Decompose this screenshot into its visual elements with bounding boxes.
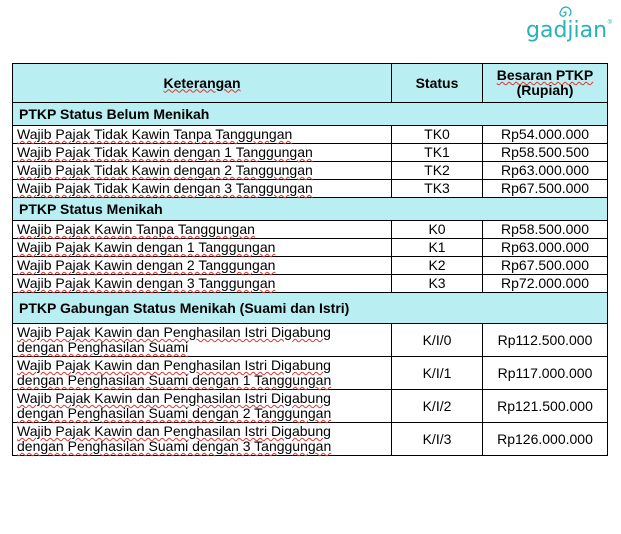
row-status: K0 bbox=[391, 220, 483, 239]
row-description-line1: Wajib Pajak Kawin dan Penghasilan Istri … bbox=[17, 357, 331, 373]
header-besaran-line2: (Rupiah) bbox=[516, 82, 574, 98]
table-row: Wajib Pajak Kawin Tanpa Tanggungan K0 Rp… bbox=[12, 220, 608, 239]
row-description-line2: dengan Penghasilan Suami dengan 2 Tanggu… bbox=[17, 405, 332, 421]
header-row: Keterangan Status Besaran PTKP (Rupiah) bbox=[12, 63, 608, 103]
section-title: PTKP Status Menikah bbox=[12, 197, 608, 221]
table-row: Wajib Pajak Kawin dan Penghasilan Istri … bbox=[12, 389, 608, 423]
row-status: TK1 bbox=[391, 143, 483, 162]
logo-text: gadjian bbox=[526, 18, 608, 43]
section-title: PTKP Gabungan Status Menikah (Suami dan … bbox=[12, 292, 608, 324]
row-amount: Rp67.500.000 bbox=[482, 179, 608, 198]
table-row: Wajib Pajak Kawin dengan 1 Tanggungan K1… bbox=[12, 238, 608, 257]
row-status: TK0 bbox=[391, 125, 483, 144]
row-description-line2: dengan Penghasilan Suami dengan 1 Tanggu… bbox=[17, 372, 332, 388]
section-title: PTKP Status Belum Menikah bbox=[12, 102, 608, 126]
row-amount: Rp117.000.000 bbox=[482, 356, 608, 390]
row-description: Wajib Pajak Kawin dengan 3 Tanggungan bbox=[12, 274, 392, 293]
header-keterangan: Keterangan bbox=[12, 63, 392, 103]
table-row: Wajib Pajak Tidak Kawin Tanpa Tanggungan… bbox=[12, 125, 608, 144]
row-status: K3 bbox=[391, 274, 483, 293]
row-status: K1 bbox=[391, 238, 483, 257]
row-status: TK2 bbox=[391, 161, 483, 180]
row-description-line2: dengan Penghasilan Suami bbox=[17, 339, 189, 355]
row-description: Wajib Pajak Kawin dengan 2 Tanggungan bbox=[12, 256, 392, 275]
row-description: Wajib Pajak Kawin dengan 1 Tanggungan bbox=[12, 238, 392, 257]
table-row: Wajib Pajak Kawin dengan 2 Tanggungan K2… bbox=[12, 256, 608, 275]
row-amount: Rp58.500.000 bbox=[482, 220, 608, 239]
row-description: Wajib Pajak Kawin dan Penghasilan Istri … bbox=[12, 389, 392, 423]
section-row: PTKP Status Belum Menikah bbox=[12, 102, 608, 126]
row-description: Wajib Pajak Tidak Kawin Tanpa Tanggungan bbox=[12, 125, 392, 144]
row-description: Wajib Pajak Tidak Kawin dengan 1 Tanggun… bbox=[12, 143, 392, 162]
row-description: Wajib Pajak Kawin dan Penghasilan Istri … bbox=[12, 356, 392, 390]
row-description: Wajib Pajak Tidak Kawin dengan 3 Tanggun… bbox=[12, 179, 392, 198]
row-amount: Rp54.000.000 bbox=[482, 125, 608, 144]
row-description: Wajib Pajak Kawin Tanpa Tanggungan bbox=[12, 220, 392, 239]
row-description-line1: Wajib Pajak Kawin dan Penghasilan Istri … bbox=[17, 324, 331, 340]
registered-mark: ® bbox=[607, 20, 612, 26]
section-row: PTKP Gabungan Status Menikah (Suami dan … bbox=[12, 292, 608, 324]
table-row: Wajib Pajak Kawin dan Penghasilan Istri … bbox=[12, 323, 608, 357]
header-besaran-line1: Besaran PTKP bbox=[496, 67, 594, 83]
row-description: Wajib Pajak Tidak Kawin dengan 2 Tanggun… bbox=[12, 161, 392, 180]
header-status: Status bbox=[391, 63, 483, 103]
row-amount: Rp112.500.000 bbox=[482, 323, 608, 357]
table-row: Wajib Pajak Tidak Kawin dengan 3 Tanggun… bbox=[12, 179, 608, 198]
table-row: Wajib Pajak Kawin dengan 3 Tanggungan K3… bbox=[12, 274, 608, 293]
row-description-line1: Wajib Pajak Kawin dan Penghasilan Istri … bbox=[17, 390, 331, 406]
row-amount: Rp63.000.000 bbox=[482, 161, 608, 180]
row-status: K/I/0 bbox=[391, 323, 483, 357]
row-status: TK3 bbox=[391, 179, 483, 198]
row-description: Wajib Pajak Kawin dan Penghasilan Istri … bbox=[12, 422, 392, 456]
gadjian-logo: gadjian ® bbox=[526, 6, 612, 44]
table-row: Wajib Pajak Tidak Kawin dengan 1 Tanggun… bbox=[12, 143, 608, 162]
row-description: Wajib Pajak Kawin dan Penghasilan Istri … bbox=[12, 323, 392, 357]
header-besaran: Besaran PTKP (Rupiah) bbox=[482, 63, 608, 103]
row-status: K/I/1 bbox=[391, 356, 483, 390]
swirl-icon bbox=[559, 6, 572, 17]
row-status: K2 bbox=[391, 256, 483, 275]
ptkp-table: Keterangan Status Besaran PTKP (Rupiah) … bbox=[12, 63, 608, 456]
row-amount: Rp67.500.000 bbox=[482, 256, 608, 275]
table-row: Wajib Pajak Kawin dan Penghasilan Istri … bbox=[12, 356, 608, 390]
row-amount: Rp126.000.000 bbox=[482, 422, 608, 456]
table-row: Wajib Pajak Kawin dan Penghasilan Istri … bbox=[12, 422, 608, 456]
row-status: K/I/3 bbox=[391, 422, 483, 456]
row-description-line1: Wajib Pajak Kawin dan Penghasilan Istri … bbox=[17, 423, 331, 439]
row-amount: Rp58.500.500 bbox=[482, 143, 608, 162]
row-description-line2: dengan Penghasilan Suami dengan 3 Tanggu… bbox=[17, 438, 332, 454]
row-amount: Rp121.500.000 bbox=[482, 389, 608, 423]
row-status: K/I/2 bbox=[391, 389, 483, 423]
row-amount: Rp63.000.000 bbox=[482, 238, 608, 257]
section-row: PTKP Status Menikah bbox=[12, 197, 608, 221]
row-amount: Rp72.000.000 bbox=[482, 274, 608, 293]
table-row: Wajib Pajak Tidak Kawin dengan 2 Tanggun… bbox=[12, 161, 608, 180]
